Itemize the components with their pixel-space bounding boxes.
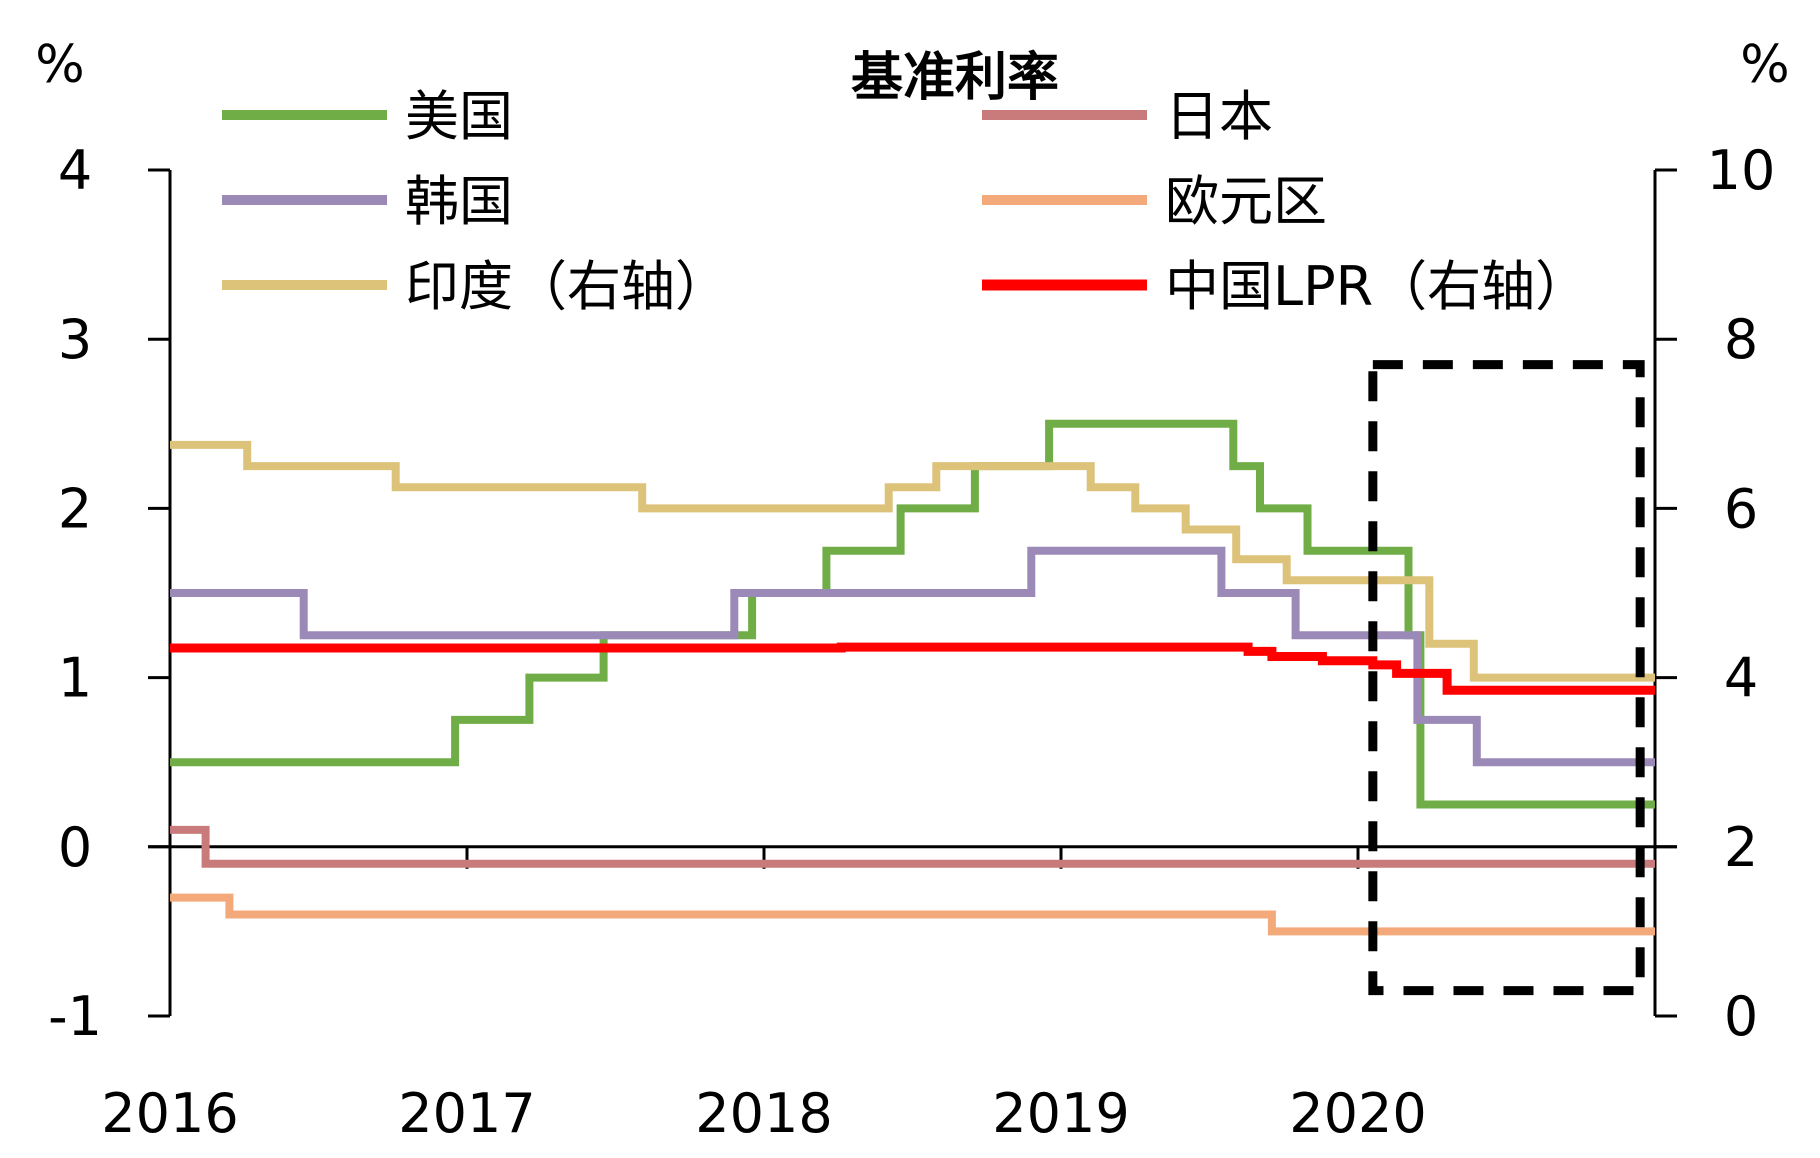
highlight-layer bbox=[1368, 360, 1645, 996]
x-tick-label: 2018 bbox=[695, 1082, 832, 1145]
right-tick-label: 10 bbox=[1707, 139, 1776, 202]
left-tick-label: 0 bbox=[58, 816, 92, 879]
legend-label: 美国 bbox=[405, 85, 513, 148]
right-tick-label: 8 bbox=[1724, 308, 1758, 371]
x-tick-label: 2016 bbox=[101, 1082, 238, 1145]
legend-label: 中国LPR（右轴） bbox=[1165, 255, 1589, 318]
x-tick-label: 2019 bbox=[992, 1082, 1129, 1145]
text-layer: 基准利率 % % -1 0 1 2 3 4 0 2 4 6 8 10 2016 2017 2018 2019 2… bbox=[35, 35, 1789, 1145]
right-tick-label: 4 bbox=[1724, 647, 1758, 710]
right-tick-label: 6 bbox=[1724, 477, 1758, 540]
highlight-dashed-box bbox=[1368, 360, 1645, 996]
x-tick-label: 2020 bbox=[1289, 1082, 1426, 1145]
left-tick-label: 2 bbox=[58, 477, 92, 540]
series-line-欧元区 bbox=[170, 893, 1655, 936]
x-tick-label: 2017 bbox=[398, 1082, 535, 1145]
legend-label: 韩国 bbox=[405, 170, 513, 233]
left-tick-label: 1 bbox=[58, 647, 92, 710]
series-line-美国 bbox=[170, 419, 1655, 809]
legend-label: 印度（右轴） bbox=[405, 255, 729, 318]
series-layer bbox=[170, 419, 1655, 936]
right-tick-label: 0 bbox=[1724, 985, 1758, 1048]
legend-label: 欧元区 bbox=[1165, 170, 1327, 233]
left-tick-label: -1 bbox=[48, 985, 102, 1048]
series-line-日本 bbox=[170, 825, 1655, 868]
chart-title: 基准利率 bbox=[851, 48, 1059, 108]
right-tick-label: 2 bbox=[1724, 816, 1758, 879]
legend-label: 日本 bbox=[1165, 85, 1273, 148]
series-line-印度（右轴） bbox=[170, 440, 1655, 682]
left-tick-label: 3 bbox=[58, 308, 92, 371]
series-line-韩国 bbox=[170, 546, 1655, 767]
right-axis-unit: % bbox=[1740, 35, 1789, 95]
series-line-中国LPR（右轴） bbox=[170, 642, 1655, 695]
left-axis-unit: % bbox=[35, 35, 84, 95]
left-tick-label: 4 bbox=[58, 139, 92, 202]
